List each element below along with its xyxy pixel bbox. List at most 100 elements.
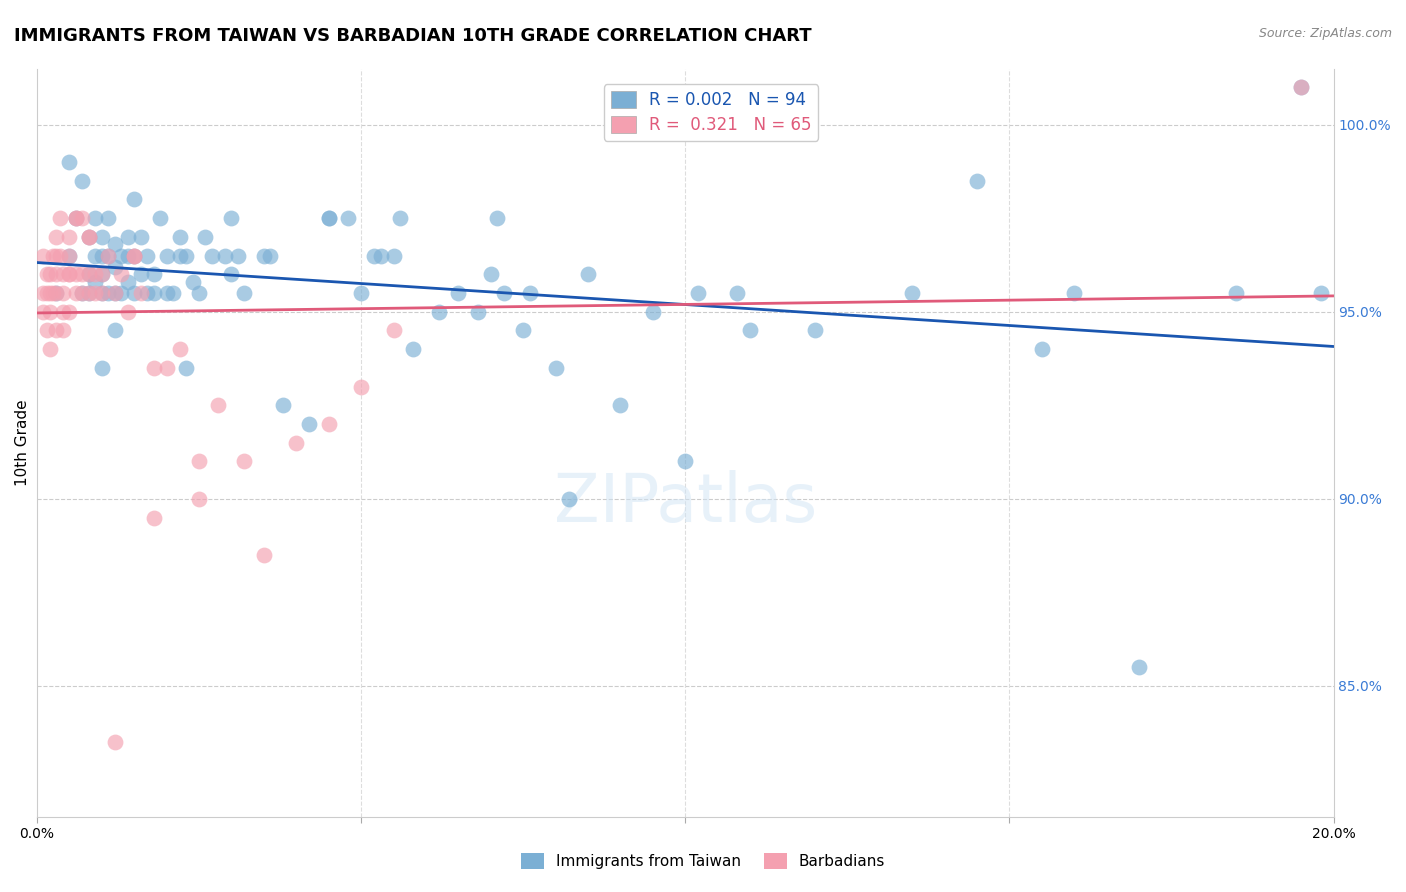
Point: [38, 268, 60, 282]
Point: [181, 275, 204, 289]
Point: [58, 268, 80, 282]
Point: [129, 268, 152, 282]
Point: [72, 174, 94, 188]
Point: [1225, 286, 1247, 301]
Point: [427, 304, 450, 318]
Point: [77, 230, 100, 244]
Point: [104, 286, 127, 301]
Legend: Immigrants from Taiwan, Barbadians: Immigrants from Taiwan, Barbadians: [515, 847, 891, 875]
Point: [45, 268, 67, 282]
Point: [136, 286, 159, 301]
Point: [641, 304, 664, 318]
Point: [350, 286, 373, 301]
Point: [253, 249, 276, 263]
Point: [104, 286, 127, 301]
Point: [233, 286, 256, 301]
Point: [901, 286, 924, 301]
Point: [48, 249, 70, 263]
Point: [447, 286, 470, 301]
Point: [318, 211, 340, 226]
Point: [32, 249, 55, 263]
Point: [52, 286, 75, 301]
Point: [45, 286, 67, 301]
Text: IMMIGRANTS FROM TAIWAN VS BARBADIAN 10TH GRADE CORRELATION CHART: IMMIGRANTS FROM TAIWAN VS BARBADIAN 10TH…: [14, 27, 811, 45]
Point: [155, 286, 177, 301]
Point: [38, 304, 60, 318]
Point: [188, 491, 211, 506]
Point: [382, 249, 405, 263]
Point: [97, 249, 120, 263]
Point: [72, 286, 94, 301]
Point: [72, 211, 94, 226]
Point: [519, 286, 541, 301]
Text: Source: ZipAtlas.com: Source: ZipAtlas.com: [1258, 27, 1392, 40]
Point: [285, 435, 308, 450]
Point: [45, 230, 67, 244]
Y-axis label: 10th Grade: 10th Grade: [15, 400, 30, 486]
Point: [174, 249, 197, 263]
Point: [117, 275, 139, 289]
Point: [58, 249, 80, 263]
Point: [129, 230, 152, 244]
Point: [188, 454, 211, 468]
Point: [77, 230, 100, 244]
Point: [318, 211, 340, 226]
Point: [1031, 342, 1053, 356]
Point: [110, 286, 132, 301]
Point: [42, 249, 65, 263]
Point: [129, 286, 152, 301]
Point: [479, 268, 502, 282]
Point: [609, 398, 631, 412]
Point: [155, 360, 177, 375]
Point: [226, 249, 249, 263]
Point: [162, 286, 184, 301]
Point: [58, 268, 80, 282]
Point: [207, 398, 229, 412]
Text: ZIPatlas: ZIPatlas: [554, 469, 817, 535]
Point: [253, 548, 276, 562]
Point: [72, 268, 94, 282]
Point: [467, 304, 489, 318]
Point: [1128, 660, 1150, 674]
Point: [65, 211, 87, 226]
Point: [673, 454, 696, 468]
Point: [1063, 286, 1085, 301]
Point: [388, 211, 411, 226]
Point: [174, 360, 197, 375]
Point: [58, 304, 80, 318]
Legend: R = 0.002   N = 94, R =  0.321   N = 65: R = 0.002 N = 94, R = 0.321 N = 65: [605, 85, 818, 141]
Point: [492, 286, 515, 301]
Point: [804, 323, 827, 337]
Point: [84, 268, 107, 282]
Point: [576, 268, 599, 282]
Point: [201, 249, 224, 263]
Point: [90, 286, 112, 301]
Point: [84, 286, 107, 301]
Point: [725, 286, 748, 301]
Point: [52, 268, 75, 282]
Point: [45, 249, 67, 263]
Point: [122, 249, 145, 263]
Point: [169, 342, 191, 356]
Point: [298, 417, 321, 431]
Point: [221, 211, 243, 226]
Point: [77, 286, 100, 301]
Point: [1289, 80, 1312, 95]
Point: [486, 211, 509, 226]
Point: [370, 249, 392, 263]
Point: [52, 323, 75, 337]
Point: [259, 249, 281, 263]
Point: [233, 454, 256, 468]
Point: [90, 286, 112, 301]
Point: [35, 286, 58, 301]
Point: [90, 230, 112, 244]
Point: [188, 286, 211, 301]
Point: [512, 323, 534, 337]
Point: [42, 286, 65, 301]
Point: [966, 174, 988, 188]
Point: [77, 268, 100, 282]
Point: [117, 304, 139, 318]
Point: [84, 211, 107, 226]
Point: [1309, 286, 1331, 301]
Point: [688, 286, 710, 301]
